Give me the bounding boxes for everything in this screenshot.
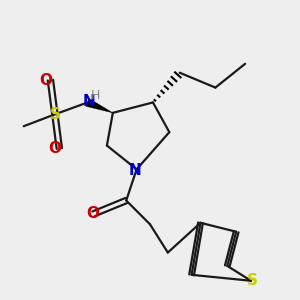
Polygon shape [86, 99, 113, 113]
Text: O: O [48, 141, 62, 156]
Text: S: S [247, 273, 258, 288]
Text: O: O [86, 206, 99, 221]
Text: N: N [83, 94, 95, 110]
Text: N: N [129, 163, 142, 178]
Text: O: O [40, 73, 52, 88]
Text: S: S [50, 107, 60, 122]
Text: H: H [90, 88, 100, 101]
